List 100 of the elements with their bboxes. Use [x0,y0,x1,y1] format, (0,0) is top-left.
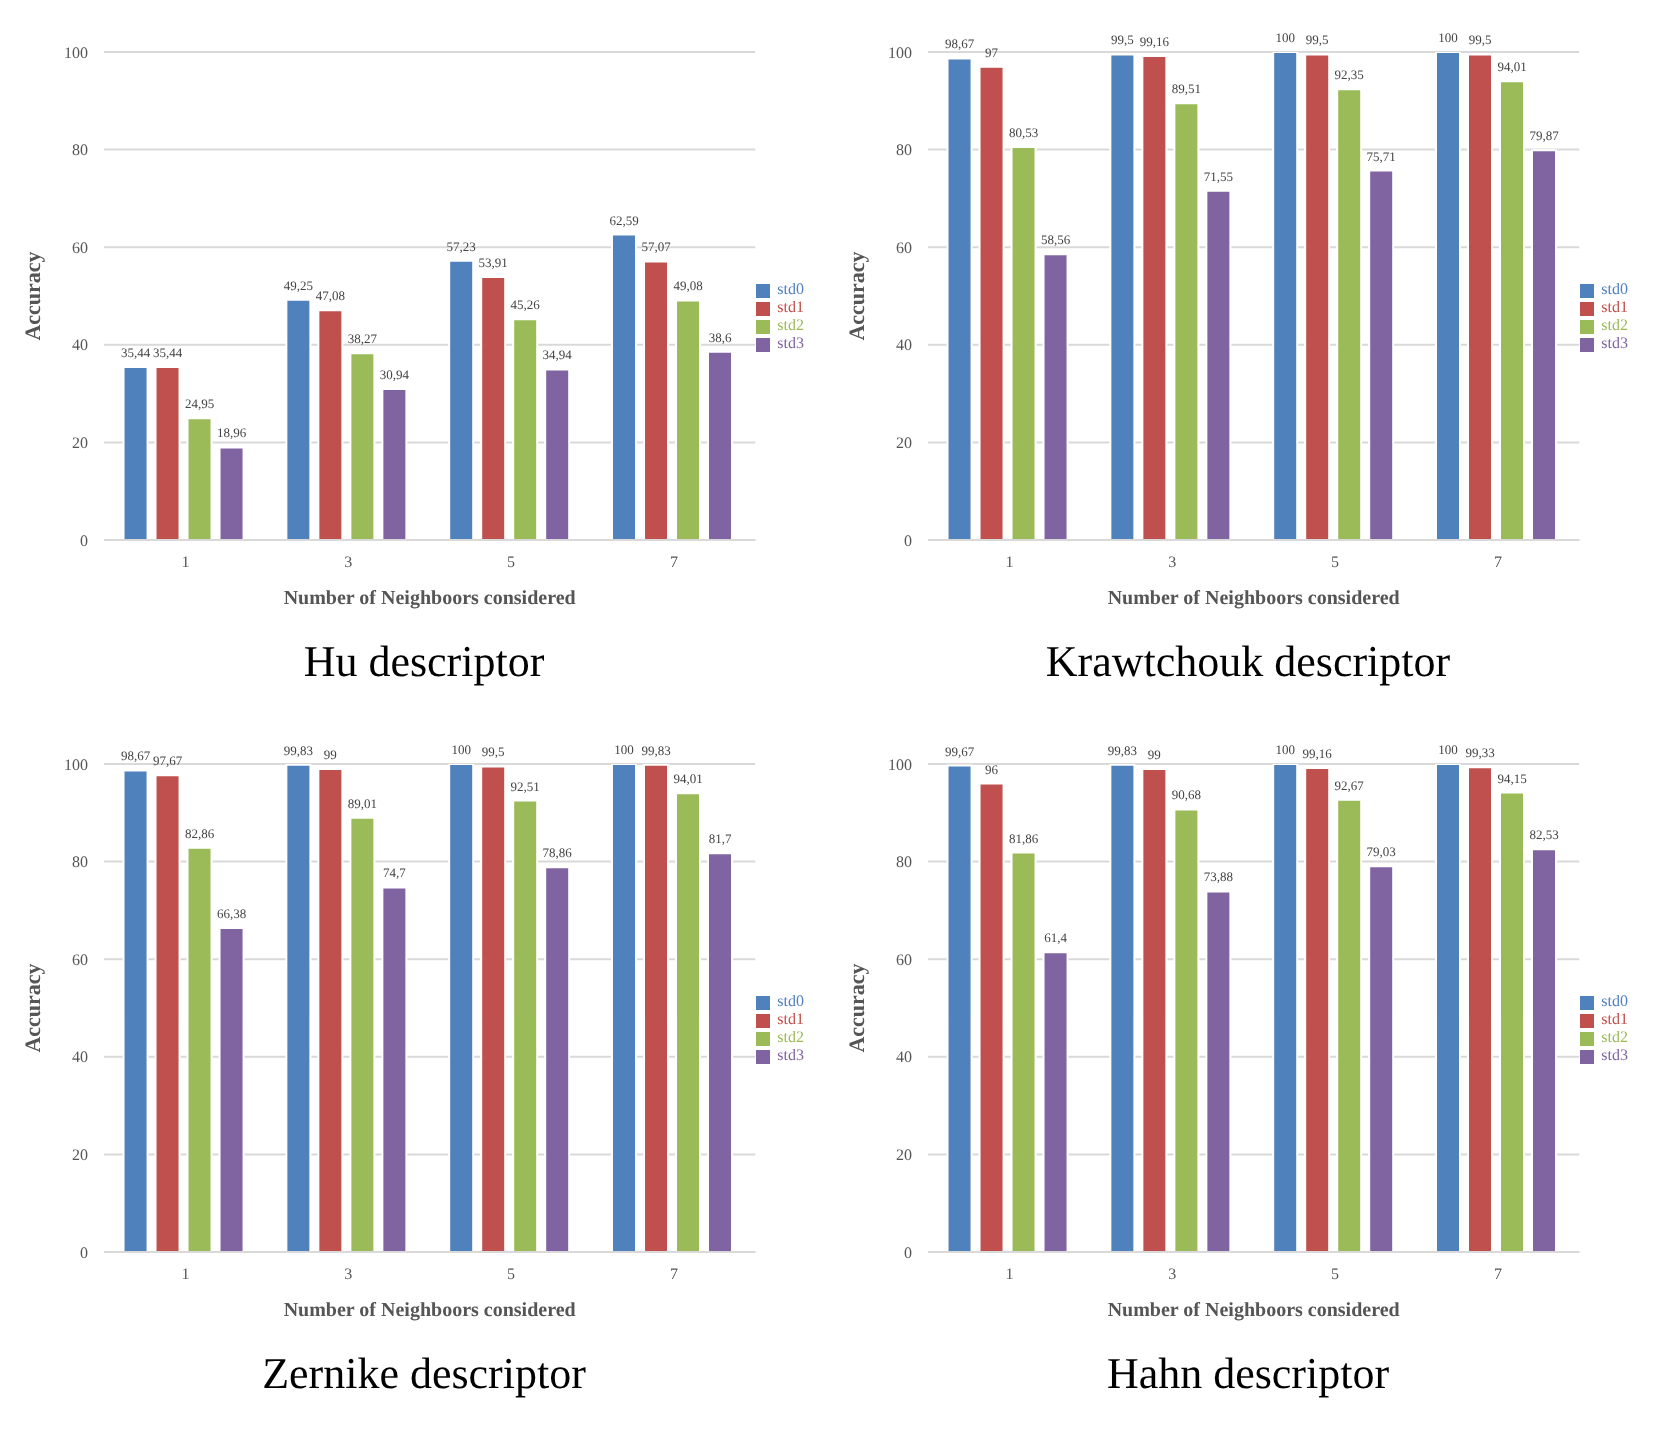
text: Zernike descriptor [260,1346,588,1402]
legend-label: std2 [777,1028,804,1046]
x-tick-label: 7 [669,1265,678,1284]
bar [1173,808,1200,1252]
bar [349,816,376,1252]
text: Hu descriptor [301,634,547,690]
y-tick-label: 20 [72,1146,88,1165]
legend-label: std3 [777,334,804,352]
x-tick-label: 5 [1331,553,1340,572]
text: Hahn descriptor [1104,1346,1392,1402]
bar [1336,88,1363,540]
bar [480,765,507,1252]
bar [1205,189,1232,540]
x-tick-label: 3 [1168,1265,1177,1284]
legend-label: std3 [777,1046,804,1064]
y-tick-label: 80 [72,141,88,160]
x-tick-label: 7 [1493,553,1502,572]
bar [512,799,539,1252]
bar [448,764,475,1252]
x-tick-label: 7 [1493,1265,1502,1284]
bar [218,446,245,540]
bar [218,927,245,1252]
legend-label: std2 [777,316,804,334]
legend-label: std2 [1601,316,1628,334]
y-tick-label: 80 [896,853,912,872]
y-tick-label: 20 [896,1146,912,1165]
x-axis-title: Number of Neighboors considered [1107,588,1401,610]
y-tick-label: 60 [896,950,912,969]
legend-label: std0 [1601,280,1628,298]
bar [1499,80,1526,540]
x-tick-label: 1 [1005,1265,1014,1284]
bar [1205,890,1232,1252]
legend-label: std0 [777,992,804,1010]
bar [946,57,973,540]
bar [978,65,1005,540]
bar [186,846,213,1252]
bar [1435,764,1462,1252]
bar [1304,767,1331,1252]
y-tick-label: 20 [896,434,912,453]
bar [317,309,344,540]
y-tick-label: 100 [888,755,912,774]
legend-label: std0 [1601,992,1628,1010]
legend-label: std2 [1601,1028,1628,1046]
legend-label: std0 [777,280,804,298]
bar [1141,55,1168,540]
bar [1304,53,1331,540]
y-tick-label: 100 [888,43,912,62]
bar [317,767,344,1252]
y-tick-label: 0 [904,1243,912,1262]
bar [544,866,571,1252]
bar [1042,951,1069,1252]
x-tick-label: 5 [507,553,516,572]
bar [1368,865,1395,1252]
bar [707,350,734,540]
bar [1272,52,1299,540]
y-tick-label: 60 [72,238,88,257]
bar [480,275,507,540]
bar [448,259,475,540]
y-tick-label: 40 [72,336,88,355]
y-tick-label: 60 [896,238,912,257]
bar [611,764,638,1252]
y-tick-label: 80 [896,141,912,160]
bar [707,852,734,1252]
bar [675,299,702,540]
bar [1010,146,1037,540]
bar [381,388,408,540]
x-tick-label: 3 [344,1265,353,1284]
text: Krawtchouk descriptor [1043,634,1453,690]
y-tick-label: 100 [64,43,88,62]
bar [122,769,149,1252]
y-axis-title: Accuracy [21,250,46,341]
bar [1141,767,1168,1252]
y-tick-label: 40 [72,1048,88,1067]
legend-label: std1 [1601,298,1628,316]
bar [643,764,670,1252]
y-tick-label: 100 [64,755,88,774]
x-axis-title: Number of Neighboors considered [283,1300,577,1322]
x-tick-label: 7 [669,553,678,572]
bar [154,774,181,1252]
bar [1499,791,1526,1252]
y-tick-label: 80 [72,853,88,872]
bar [512,318,539,540]
bar [1109,764,1136,1252]
bar [349,352,376,540]
legend-label: std1 [1601,1010,1628,1028]
legend-label: std3 [1601,334,1628,352]
y-tick-label: 40 [896,1048,912,1067]
bar [154,366,181,540]
y-tick-label: 40 [896,336,912,355]
bar [1109,53,1136,540]
bar [1368,169,1395,540]
y-tick-label: 20 [72,434,88,453]
bar [946,764,973,1252]
bar [643,260,670,540]
bar [1531,149,1558,540]
bar [186,417,213,540]
legend-label: std1 [777,1010,804,1028]
y-axis-title: Accuracy [845,250,870,341]
bar [1467,53,1494,540]
y-tick-label: 60 [72,950,88,969]
